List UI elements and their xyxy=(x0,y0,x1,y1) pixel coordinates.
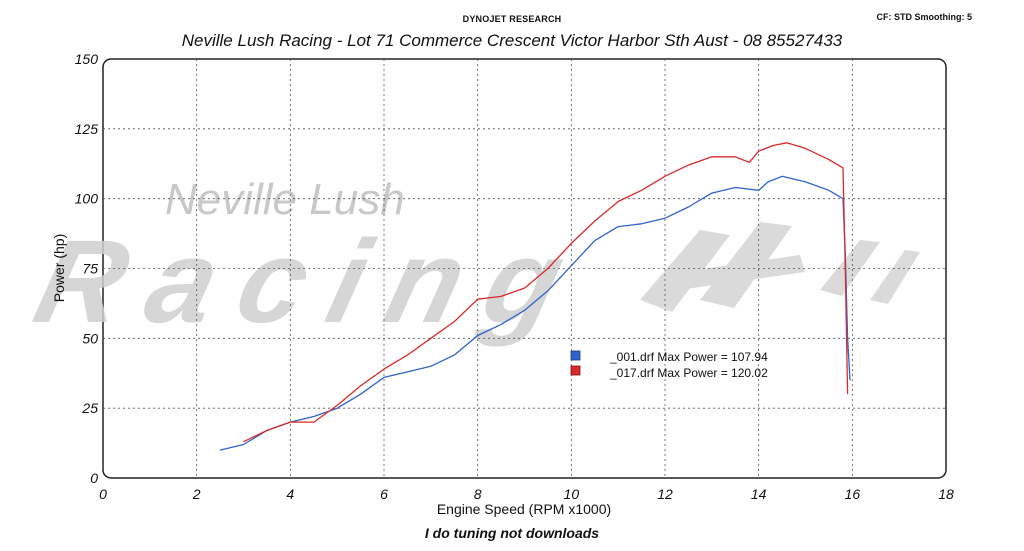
series-line-run2 xyxy=(243,142,849,443)
x-tick-14: 14 xyxy=(751,486,767,502)
cf-smoothing-info: CF: STD Smoothing: 5 xyxy=(876,12,973,22)
x-tick-0: 0 xyxy=(99,486,107,502)
series-line-run1 xyxy=(219,175,851,451)
y-tick-labels: 0 25 50 75 100 125 150 xyxy=(75,51,99,486)
x-tick-8: 8 xyxy=(474,486,482,502)
series-lines xyxy=(219,142,851,451)
y-tick-100: 100 xyxy=(75,191,99,207)
legend-swatch-run2 xyxy=(570,365,581,376)
x-axis-label: Engine Speed (RPM x1000) xyxy=(437,501,611,517)
legend-label-run1: _001.drf Max Power = 107.94 xyxy=(609,350,768,364)
legend-label-run2: _017.drf Max Power = 120.02 xyxy=(609,366,768,380)
x-tick-12: 12 xyxy=(657,486,673,502)
x-tick-2: 2 xyxy=(192,486,201,502)
x-tick-6: 6 xyxy=(380,486,388,502)
chart-subtitle: Neville Lush Racing - Lot 71 Commerce Cr… xyxy=(181,31,843,50)
y-tick-25: 25 xyxy=(81,400,98,416)
y-tick-125: 125 xyxy=(75,121,99,137)
x-tick-4: 4 xyxy=(286,486,294,502)
y-axis-label: Power (hp) xyxy=(51,234,67,302)
watermark-logo-shapes xyxy=(640,222,920,312)
y-tick-0: 0 xyxy=(90,470,98,486)
y-tick-150: 150 xyxy=(75,51,99,67)
y-tick-75: 75 xyxy=(82,261,98,277)
x-tick-16: 16 xyxy=(845,486,861,502)
legend: _001.drf Max Power = 107.94 _017.drf Max… xyxy=(570,350,768,380)
y-tick-50: 50 xyxy=(82,330,98,346)
x-tick-10: 10 xyxy=(564,486,580,502)
footer-tagline: I do tuning not downloads xyxy=(424,525,600,541)
grid-lines xyxy=(103,59,946,478)
x-tick-labels: 0 2 4 6 8 10 12 14 16 18 xyxy=(99,486,954,502)
x-tick-18: 18 xyxy=(938,486,954,502)
dynojet-research-label: DYNOJET RESEARCH xyxy=(462,14,562,24)
legend-swatch-run1 xyxy=(570,350,581,361)
watermark-line1: Neville Lush xyxy=(165,175,405,224)
